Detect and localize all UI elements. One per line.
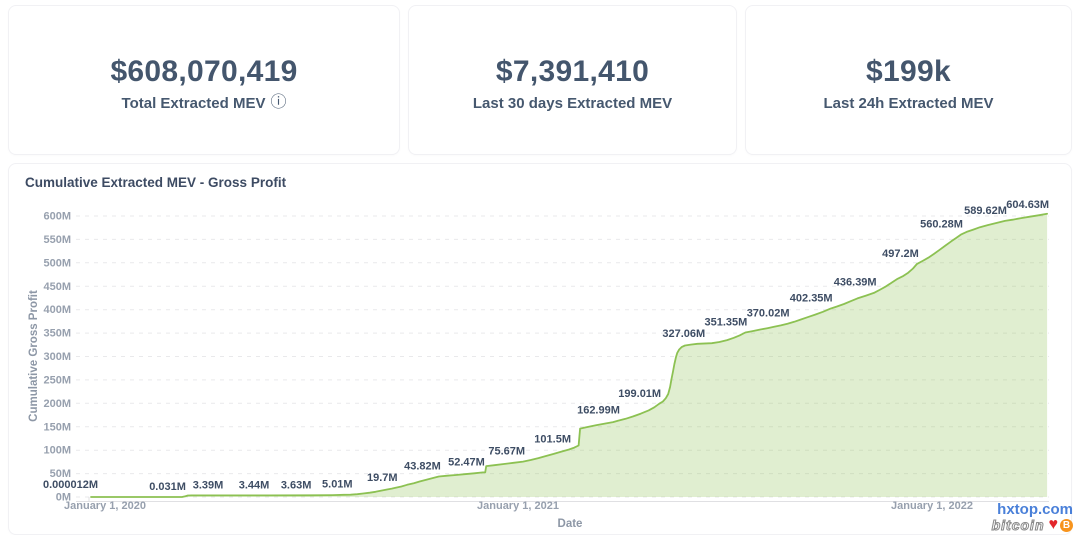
mev-24h-label-text: Last 24h Extracted MEV [823,94,994,112]
mev-30d-value: $7,391,410 [495,54,650,88]
x-tick-label: January 1, 2021 [477,500,559,512]
data-point-label: 3.44M [239,479,270,491]
y-tick-label: 250M [43,374,71,386]
chart-title: Cumulative Extracted MEV - Gross Profit [25,175,287,190]
x-tick-label: January 1, 2020 [64,500,146,512]
x-tick-label: January 1, 2022 [891,500,973,512]
y-tick-label: 300M [43,351,71,363]
cumulative-mev-area-chart[interactable]: 0M 50M 100M 150M 200M 250M 300M 350M 400M 450M 500… [25,196,1057,534]
total-mev-value: $608,070,419 [110,54,298,88]
mev-30d-label: Last 30 days Extracted MEV [473,95,672,112]
y-tick-label: 0M [56,492,71,504]
data-point-label: 402.35M [790,293,833,305]
data-point-label: 3.63M [281,479,312,491]
x-axis-line [76,497,1049,502]
heart-icon: ♥ [1048,516,1059,534]
y-tick-label: 350M [43,328,71,340]
watermark: hxtop.com bitcoin ♥ B [991,501,1073,534]
data-point-label: 75.67M [488,446,525,458]
y-tick-label: 50M [50,468,71,480]
bitcoin-coin-icon: B [1060,519,1073,533]
y-tick-label: 400M [43,304,71,316]
y-tick-label: 550M [43,234,71,246]
y-tick-label: 100M [43,445,71,457]
data-point-label: 43.82M [404,461,441,473]
data-point-label: 327.06M [662,328,705,340]
y-tick-label: 450M [43,281,71,293]
data-point-label: 497.2M [882,248,919,260]
data-point-label: 0.031M [149,481,186,493]
y-tick-label: 500M [43,257,71,269]
data-point-label: 560.28M [920,219,963,231]
y-axis-title: Cumulative Gross Profit [28,290,40,422]
data-point-label: 5.01M [322,479,353,491]
watermark-site-link[interactable]: hxtop.com [997,501,1073,519]
stats-cards-row: $608,070,419 Total Extracted MEV ⓘ $7,39… [8,5,1072,155]
info-icon[interactable]: ⓘ [270,94,287,111]
total-mev-label-text: Total Extracted MEV [121,94,266,112]
bitcoin-text: bitcoin [991,517,1045,534]
mev-30d-label-text: Last 30 days Extracted MEV [472,94,673,112]
series-line [90,212,1048,498]
data-point-label: 589.62M [964,205,1007,217]
data-point-label: 370.02M [747,308,790,320]
chart-panel: Cumulative Extracted MEV - Gross Profit … [8,163,1072,535]
stat-card-30d-extracted-mev: $7,391,410 Last 30 days Extracted MEV [408,5,737,155]
total-mev-label: Total Extracted MEV ⓘ [122,95,287,112]
data-point-label: 436.39M [834,277,877,289]
mev-24h-label: Last 24h Extracted MEV [823,95,993,112]
data-point-label: 0.000012M [43,479,98,491]
stat-card-total-extracted-mev: $608,070,419 Total Extracted MEV ⓘ [8,5,400,155]
data-point-label: 101.5M [534,434,571,446]
data-point-label: 3.39M [193,479,224,491]
stat-card-24h-extracted-mev: $199k Last 24h Extracted MEV [745,5,1072,155]
data-point-label: 199.01M [618,388,661,400]
y-tick-label: 150M [43,421,71,433]
mev-24h-value: $199k [866,54,951,88]
y-tick-label: 200M [43,398,71,410]
area-fill [91,213,1048,498]
y-tick-label: 600M [43,211,71,223]
x-axis-title: Date [558,518,583,530]
data-point-label: 351.35M [704,317,747,329]
data-point-label: 19.7M [367,472,398,484]
watermark-bitcoin: bitcoin ♥ B [991,516,1073,534]
data-point-label: 604.63M [1006,199,1049,211]
data-point-label: 162.99M [577,405,620,417]
data-point-label: 52.47M [448,456,485,468]
